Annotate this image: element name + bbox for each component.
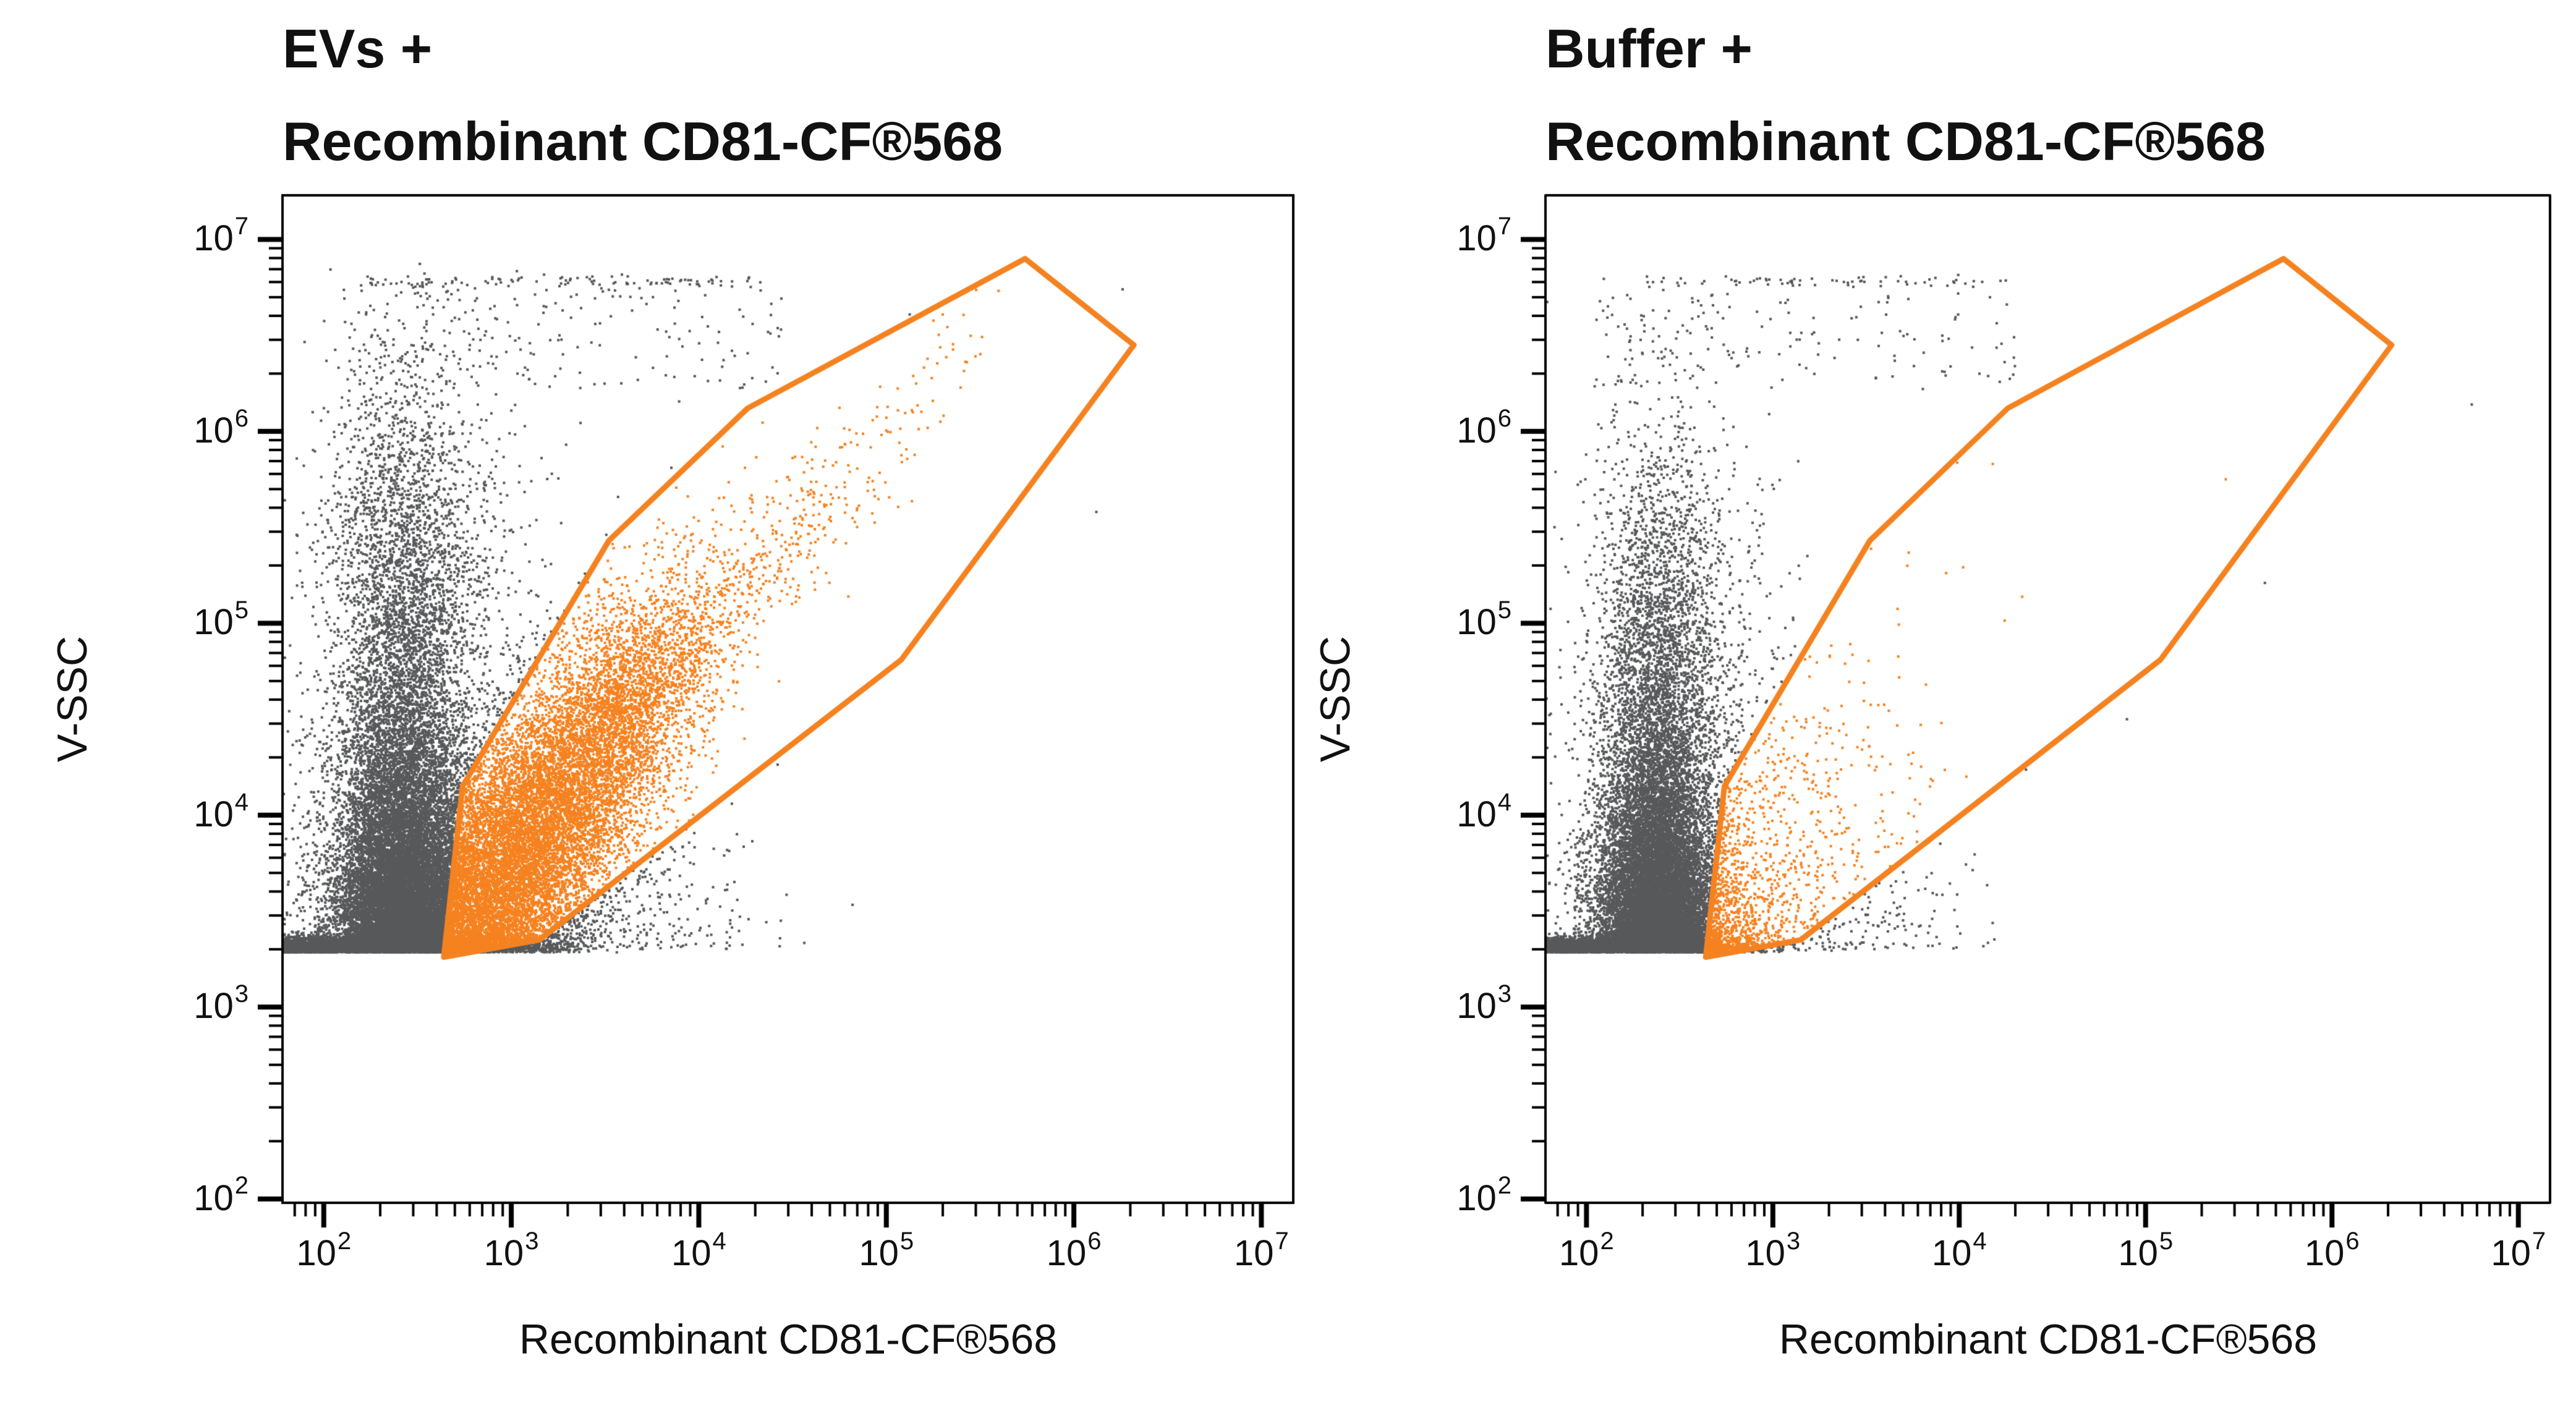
x-tick-label-10e2: 102 — [1558, 1227, 1614, 1273]
x-tick-label-10e6: 106 — [1046, 1227, 1102, 1273]
x-tick-label-10e5: 105 — [2118, 1227, 2174, 1273]
panel-title-buffer-line1: Buffer + — [1545, 18, 1753, 79]
x-tick-label-10e4: 104 — [1931, 1227, 1987, 1273]
y-tick-label-10e5: 105 — [1456, 596, 1511, 643]
x-tick-label-10e7: 107 — [1234, 1227, 1289, 1273]
y-tick-label-10e2: 102 — [1456, 1172, 1511, 1218]
panel-title-buffer: Buffer + Recombinant CD81-CF®568 — [1545, 2, 2266, 188]
y-tick-label-10e3: 103 — [1456, 980, 1511, 1027]
y-tick-label-10e3: 103 — [193, 980, 249, 1027]
y-tick-label-10e7: 107 — [1456, 213, 1511, 259]
x-tick-label-10e4: 104 — [671, 1227, 726, 1273]
y-tick-label-10e4: 104 — [1456, 788, 1511, 834]
panel-title-evs: EVs + Recombinant CD81-CF®568 — [283, 2, 1003, 188]
y-tick-label-10e4: 104 — [193, 788, 249, 834]
y-tick-label-10e5: 105 — [193, 596, 249, 643]
x-tick-label-10e6: 106 — [2304, 1227, 2360, 1273]
x-tick-label-10e5: 105 — [859, 1227, 914, 1273]
x-axis-label-right: Recombinant CD81-CF®568 — [1779, 1316, 2318, 1363]
x-axis-label-left: Recombinant CD81-CF®568 — [519, 1316, 1058, 1363]
panel-title-evs-line2: Recombinant CD81-CF®568 — [283, 111, 1003, 172]
x-tick-label-10e3: 103 — [1745, 1227, 1801, 1273]
panel-title-buffer-line2: Recombinant CD81-CF®568 — [1545, 111, 2266, 172]
y-tick-label-10e2: 102 — [193, 1172, 249, 1218]
y-tick-label-10e6: 106 — [1456, 404, 1511, 451]
y-tick-label-10e6: 106 — [193, 404, 249, 451]
y-tick-label-10e7: 107 — [193, 213, 249, 259]
x-tick-label-10e3: 103 — [483, 1227, 539, 1273]
x-tick-label-10e7: 107 — [2491, 1227, 2546, 1273]
panel-title-evs-line1: EVs + — [283, 18, 433, 79]
y-axis-label-left: V-SSC — [49, 635, 96, 763]
x-tick-label-10e2: 102 — [296, 1227, 352, 1273]
y-axis-label-right: V-SSC — [1312, 635, 1359, 763]
